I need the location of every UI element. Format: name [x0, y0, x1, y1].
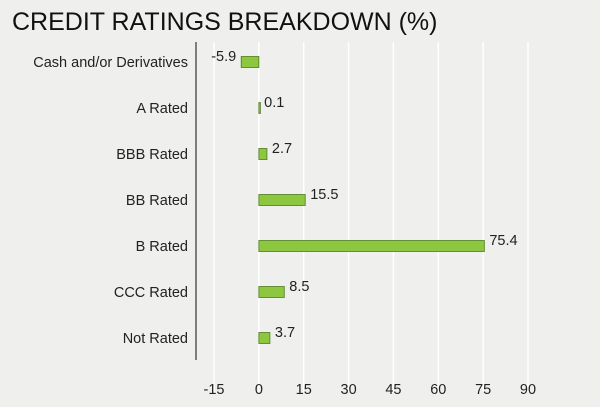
x-tick-label-4: 45	[385, 382, 401, 398]
category-label-4: B Rated	[136, 239, 188, 255]
category-label-0: Cash and/or Derivatives	[33, 55, 188, 71]
bar-4	[258, 240, 485, 252]
x-tick-label-7: 90	[520, 382, 536, 398]
value-label-3: 15.5	[310, 187, 338, 203]
bar-3	[258, 194, 306, 206]
bar-1	[258, 102, 261, 114]
x-tick-label-6: 75	[475, 382, 491, 398]
x-tick-label-0: -15	[204, 382, 225, 398]
bar-0	[240, 56, 260, 68]
x-tick-label-1: 0	[255, 382, 263, 398]
bar-2	[258, 148, 268, 160]
bar-5	[258, 286, 285, 298]
value-label-4: 75.4	[489, 233, 517, 249]
value-label-1: 0.1	[264, 95, 284, 111]
category-label-3: BB Rated	[126, 193, 188, 209]
value-label-2: 2.7	[272, 141, 292, 157]
x-tick-label-2: 15	[296, 382, 312, 398]
x-tick-label-5: 60	[430, 382, 446, 398]
chart-title: CREDIT RATINGS BREAKDOWN (%)	[12, 8, 438, 36]
category-label-2: BBB Rated	[116, 147, 188, 163]
value-label-5: 8.5	[289, 279, 309, 295]
category-label-6: Not Rated	[123, 331, 188, 347]
category-label-5: CCC Rated	[114, 285, 188, 301]
value-label-0: -5.9	[211, 49, 236, 65]
bar-6	[258, 332, 271, 344]
value-label-6: 3.7	[275, 325, 295, 341]
x-tick-label-3: 30	[341, 382, 357, 398]
category-label-1: A Rated	[136, 101, 188, 117]
